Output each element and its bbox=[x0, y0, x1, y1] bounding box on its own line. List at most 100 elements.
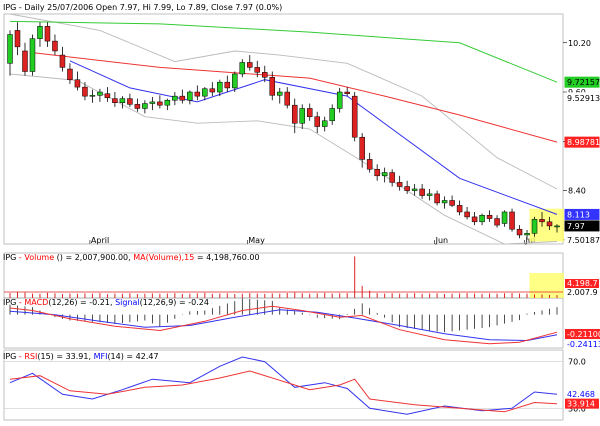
candle-body bbox=[411, 188, 418, 191]
price-x-tick-label: May bbox=[248, 236, 265, 245]
candle-body bbox=[164, 100, 171, 106]
volume-value-tag-label: 2.007.9 bbox=[567, 288, 598, 297]
macd-value-tag bbox=[565, 339, 600, 349]
rsi-y-tick-label: 70.0 bbox=[568, 358, 586, 367]
candle-body bbox=[464, 211, 470, 218]
candle-body bbox=[374, 169, 380, 177]
volume-header-part: MA(Volume),15 bbox=[133, 253, 194, 262]
candle-body bbox=[239, 62, 246, 75]
ma-mid-line bbox=[32, 52, 558, 143]
candle-body bbox=[74, 79, 81, 88]
candle-body bbox=[59, 54, 66, 68]
candle-body bbox=[546, 221, 553, 227]
candle-body bbox=[247, 62, 253, 68]
volume-header: IPG - Volume () = 2,007,900.00, MA(Volum… bbox=[3, 253, 260, 262]
candle-body bbox=[224, 81, 231, 89]
candle-body bbox=[112, 98, 118, 103]
price-value-tag-label: 7.97 bbox=[567, 222, 585, 231]
candle-body bbox=[52, 40, 58, 52]
price-value-tag bbox=[564, 220, 600, 232]
rsi-line bbox=[9, 370, 558, 413]
candle-body bbox=[381, 172, 388, 177]
candle-body bbox=[306, 108, 313, 117]
macd-value-tag-label: -0.241138 bbox=[567, 340, 600, 349]
price-header: IPG - Daily 25/07/2006 Open 7.97, Hi 7.9… bbox=[3, 3, 282, 12]
candle-body bbox=[479, 215, 485, 223]
price-x-tick-label: April bbox=[91, 236, 109, 245]
price-value-tag bbox=[564, 208, 600, 220]
candle-body bbox=[209, 88, 216, 93]
candle-body bbox=[82, 86, 88, 97]
volume-header-part: = 4,198,760.00 bbox=[194, 253, 259, 262]
candle-body bbox=[44, 26, 51, 42]
macd-header-part: - MACD bbox=[16, 298, 48, 307]
rsi-value-tag-label: 33.914 bbox=[567, 400, 595, 409]
candle-body bbox=[134, 104, 141, 109]
candle-body bbox=[194, 91, 201, 97]
macd-header-part: (12,26,9) = -0.24 bbox=[140, 298, 209, 307]
volume-highlight bbox=[529, 273, 564, 298]
candle-body bbox=[471, 216, 478, 223]
candle-body bbox=[494, 218, 500, 226]
price-panel: IPG - Daily 25/07/2006 Open 7.97, Hi 7.9… bbox=[3, 3, 282, 12]
candle-body bbox=[426, 193, 433, 196]
candle-body bbox=[516, 228, 523, 236]
ma-long-line bbox=[9, 20, 558, 83]
candle-body bbox=[277, 91, 283, 96]
candle-body bbox=[321, 120, 328, 127]
price-value-tag-label: 8.113 bbox=[567, 210, 590, 219]
macd-header-part: Signal bbox=[115, 298, 140, 307]
price-value-tag bbox=[564, 92, 600, 104]
price-value-tag bbox=[564, 76, 600, 88]
volume-value-tag bbox=[565, 279, 599, 288]
macd-signal-line bbox=[9, 309, 558, 342]
price-x-tick-label: Jun bbox=[435, 236, 449, 245]
candle-body bbox=[351, 95, 358, 138]
volume-header-part: - Volume bbox=[16, 253, 54, 262]
candle-body bbox=[254, 67, 261, 73]
volume-header-symbol: IPG bbox=[3, 253, 16, 262]
candle-body bbox=[172, 95, 178, 101]
price-y-tick-label: 8.40 bbox=[568, 187, 586, 196]
ma-short-line bbox=[69, 60, 558, 215]
candle-body bbox=[554, 225, 560, 228]
price-value-tag-label: 9.72157 bbox=[567, 78, 600, 87]
candle-body bbox=[67, 68, 73, 80]
candle-body bbox=[104, 93, 111, 99]
rsi-header-part: (15) = 33.91, bbox=[37, 352, 93, 361]
candle-body bbox=[329, 108, 335, 122]
candle-body bbox=[456, 205, 463, 213]
panel-frame bbox=[3, 13, 564, 245]
candle-body bbox=[142, 103, 148, 109]
price-value-tag-label: 9.52913 bbox=[567, 94, 600, 103]
candle-body bbox=[179, 95, 186, 101]
candle-body bbox=[119, 98, 126, 103]
candle-body bbox=[217, 81, 223, 93]
candle-body bbox=[127, 98, 133, 105]
macd-line bbox=[9, 305, 558, 345]
candle-body bbox=[7, 34, 13, 64]
candle-body bbox=[389, 172, 395, 183]
mfi-line bbox=[9, 356, 558, 415]
candle-body bbox=[262, 72, 268, 78]
macd-value-tag-label: -0.21100 bbox=[567, 330, 600, 339]
candle-body bbox=[14, 30, 21, 48]
candle-body bbox=[486, 215, 493, 219]
candle-body bbox=[89, 95, 96, 97]
rsi-value-tag bbox=[565, 398, 599, 409]
candle-body bbox=[232, 73, 238, 89]
candle-body bbox=[449, 200, 455, 206]
price-header-text: - Daily 25/07/2006 Open 7.97, Hi 7.99, L… bbox=[16, 3, 282, 12]
candle-body bbox=[149, 101, 156, 104]
candle-body bbox=[396, 182, 403, 187]
rsi-header: IPG - RSI(15) = 33.91, MFI(14) = 42.47 bbox=[3, 352, 159, 361]
rsi-header-part: (14) = 42.47 bbox=[107, 352, 158, 361]
candle-body bbox=[404, 186, 410, 191]
candle-body bbox=[366, 159, 373, 170]
candle-body bbox=[291, 104, 298, 124]
candle-body bbox=[539, 219, 545, 223]
rsi-header-part: - RSI bbox=[16, 352, 37, 361]
rsi-value-tag-label: 42.468 bbox=[567, 390, 595, 399]
bollinger-upper-line bbox=[9, 13, 558, 190]
